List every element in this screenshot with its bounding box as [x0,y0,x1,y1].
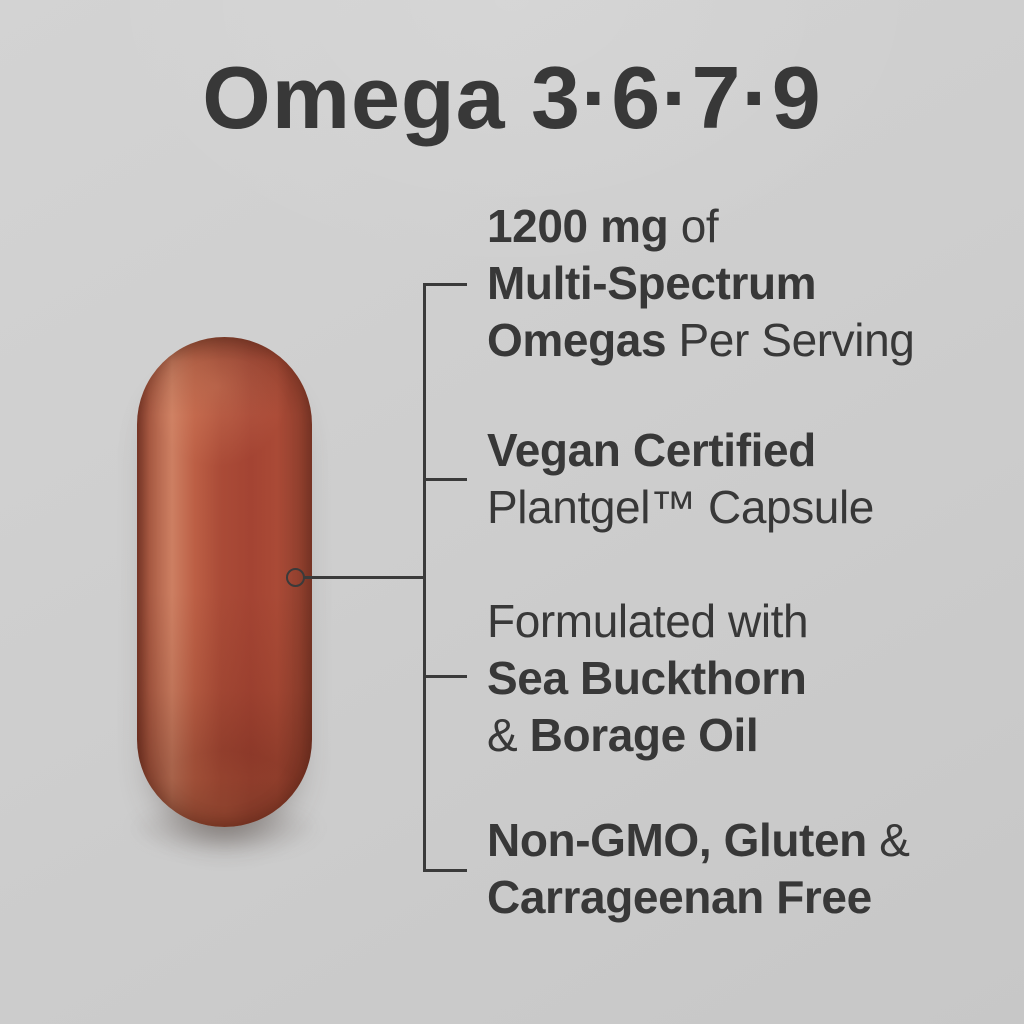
callout-line: 1200 mg of [487,198,914,255]
capsule-connector-line [303,575,424,579]
callout-block-formulated: Formulated with Sea Buckthorn & Borage Oil [487,593,809,764]
callout-text-segment: Borage Oil [529,709,759,761]
callout-text-segment: Plantgel™ Capsule [487,481,874,533]
callout-tick-formulated [423,675,467,678]
callout-text-segment: Multi-Spectrum [487,257,817,309]
callout-text-segment: Non-GMO, Gluten [487,814,867,866]
callout-text-segment: 1200 mg [487,200,669,252]
callout-text-segment: Carrageenan Free [487,871,872,923]
callout-text-segment: Sea Buckthorn [487,652,807,704]
callout-line: Non-GMO, Gluten & [487,812,910,869]
callout-tick-vegan [423,478,467,481]
callout-text-segment: Per Serving [666,314,915,366]
callout-text-segment: Formulated with [487,595,809,647]
callout-line: Multi-Spectrum [487,255,914,312]
callout-line: Formulated with [487,593,809,650]
callout-bracket-line [423,283,426,872]
callout-line: & Borage Oil [487,707,808,764]
callout-line: Omegas Per Serving [487,312,915,369]
capsule-point-marker-icon [285,567,305,587]
callout-block-vegan: Vegan Certified Plantgel™ Capsule [487,422,874,536]
callout-text-segment: Vegan Certified [487,424,816,476]
callout-block-free: Non-GMO, Gluten & Carrageenan Free [487,812,910,926]
callout-block-serving: 1200 mg of Multi-Spectrum Omegas Per Servi… [487,198,915,369]
callout-text-segment: of [668,200,719,252]
callout-line: Sea Buckthorn [487,650,808,707]
product-title: Omega 3·6·7·9 [202,48,822,147]
callout-tick-serving [423,283,467,286]
callout-line: Vegan Certified [487,422,874,479]
callout-line: Plantgel™ Capsule [487,479,874,536]
callout-text-segment: & [866,814,910,866]
callout-tick-free [423,869,467,872]
callout-text-segment: Omegas [487,314,667,366]
softgel-capsule-image [137,337,312,827]
callout-text-segment: & [487,709,530,761]
callout-line: Carrageenan Free [487,869,910,926]
